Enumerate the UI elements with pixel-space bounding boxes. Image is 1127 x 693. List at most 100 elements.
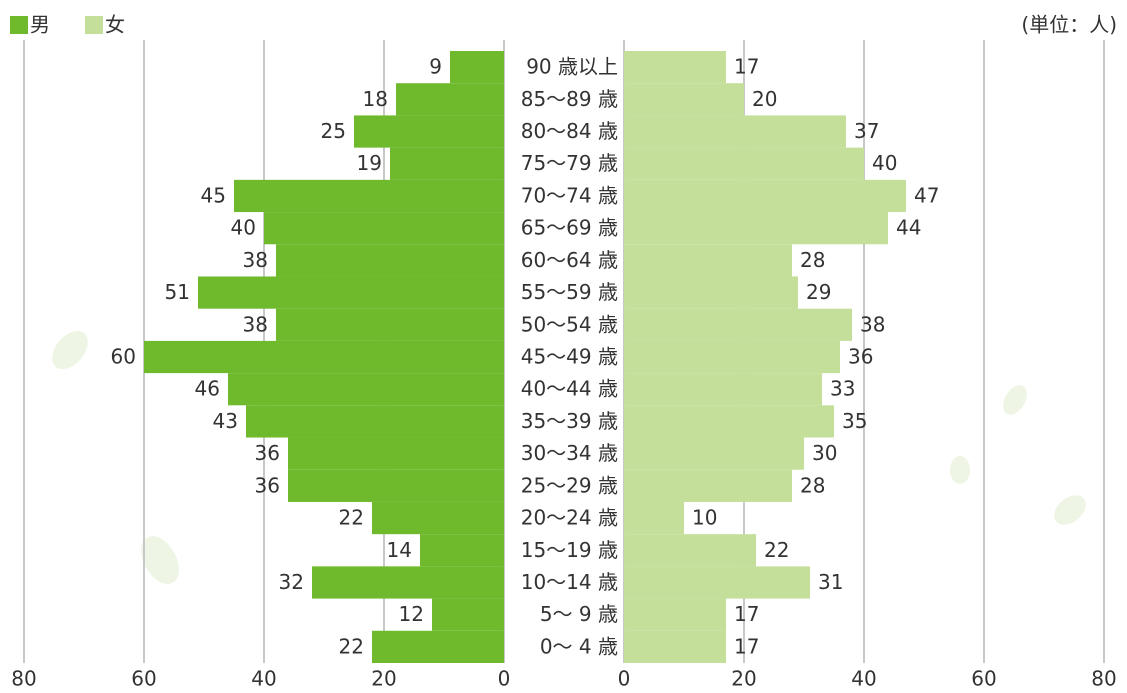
x-tick-label: 0 bbox=[618, 667, 631, 691]
category-label: 30～34 歳 bbox=[521, 441, 618, 465]
value-label: 38 bbox=[860, 312, 885, 336]
value-label: 60 bbox=[111, 345, 136, 369]
bar bbox=[228, 373, 504, 406]
bar bbox=[234, 179, 504, 213]
value-label: 40 bbox=[231, 216, 256, 240]
x-tick-label: 60 bbox=[131, 667, 156, 691]
bar bbox=[624, 566, 810, 599]
value-label: 35 bbox=[842, 409, 867, 433]
category-label: 35～39 歳 bbox=[521, 409, 618, 433]
background-leaves bbox=[52, 330, 1086, 584]
category-label: 10～14 歳 bbox=[521, 570, 618, 594]
value-label: 29 bbox=[806, 280, 831, 304]
bar bbox=[354, 115, 504, 148]
value-label: 38 bbox=[243, 248, 268, 272]
value-label: 36 bbox=[255, 473, 280, 497]
bar bbox=[624, 405, 834, 438]
category-label: 90 歳以上 bbox=[526, 55, 618, 79]
value-label: 33 bbox=[830, 377, 855, 401]
legend-swatch bbox=[10, 16, 28, 34]
value-label: 28 bbox=[800, 473, 825, 497]
bar bbox=[450, 51, 504, 84]
value-label: 10 bbox=[692, 506, 717, 530]
value-label: 20 bbox=[752, 87, 777, 111]
category-label: 5～ 9 歳 bbox=[540, 602, 618, 626]
category-label: 40～44 歳 bbox=[521, 377, 618, 401]
bar bbox=[372, 630, 504, 663]
category-label: 80～84 歳 bbox=[521, 119, 618, 143]
category-label: 55～59 歳 bbox=[521, 280, 618, 304]
bar bbox=[276, 308, 504, 341]
bar bbox=[624, 501, 684, 535]
value-label: 44 bbox=[896, 216, 921, 240]
value-label: 18 bbox=[363, 87, 388, 111]
value-label: 14 bbox=[387, 538, 412, 562]
bar bbox=[624, 147, 864, 180]
category-label: 25～29 歳 bbox=[521, 473, 618, 497]
bar bbox=[624, 630, 726, 663]
bar bbox=[432, 598, 504, 631]
bar bbox=[288, 469, 504, 502]
value-label: 43 bbox=[213, 409, 238, 433]
unit-note: (単位：人) bbox=[1021, 13, 1117, 37]
value-label: 17 bbox=[734, 55, 759, 79]
value-label: 40 bbox=[872, 151, 897, 175]
value-label: 38 bbox=[243, 312, 268, 336]
bar bbox=[390, 147, 504, 180]
bar bbox=[396, 83, 504, 116]
bar bbox=[624, 598, 726, 631]
bar bbox=[624, 308, 852, 341]
x-tick-label: 80 bbox=[11, 667, 36, 691]
bar bbox=[624, 51, 726, 84]
value-label: 31 bbox=[818, 570, 843, 594]
value-label: 17 bbox=[734, 602, 759, 626]
category-label: 20～24 歳 bbox=[521, 506, 618, 530]
category-label: 85～89 歳 bbox=[521, 87, 618, 111]
value-label: 32 bbox=[279, 570, 304, 594]
value-label: 22 bbox=[339, 506, 364, 530]
bar bbox=[312, 566, 504, 599]
bar bbox=[264, 212, 504, 245]
value-label: 28 bbox=[800, 248, 825, 272]
bar bbox=[624, 212, 888, 245]
category-label: 15～19 歳 bbox=[521, 538, 618, 562]
value-label: 45 bbox=[201, 183, 226, 207]
bar bbox=[624, 179, 906, 213]
bar bbox=[246, 405, 504, 438]
value-label: 37 bbox=[854, 119, 879, 143]
value-label: 30 bbox=[812, 441, 837, 465]
x-tick-label: 20 bbox=[731, 667, 756, 691]
bar bbox=[624, 469, 792, 502]
value-label: 22 bbox=[339, 634, 364, 658]
value-label: 9 bbox=[429, 55, 442, 79]
bar bbox=[624, 340, 840, 374]
bar bbox=[198, 276, 504, 309]
bar bbox=[624, 276, 798, 309]
value-label: 19 bbox=[357, 151, 382, 175]
category-label: 70～74 歳 bbox=[521, 183, 618, 207]
value-label: 12 bbox=[399, 602, 424, 626]
bar bbox=[624, 437, 804, 470]
value-label: 36 bbox=[255, 441, 280, 465]
x-tick-label: 60 bbox=[971, 667, 996, 691]
category-label: 75～79 歳 bbox=[521, 151, 618, 175]
category-label: 45～49 歳 bbox=[521, 345, 618, 369]
bar bbox=[276, 244, 504, 277]
value-label: 36 bbox=[848, 345, 873, 369]
value-label: 17 bbox=[734, 634, 759, 658]
category-label: 60～64 歳 bbox=[521, 248, 618, 272]
legend-label: 女 bbox=[105, 13, 125, 37]
x-tick-label: 40 bbox=[851, 667, 876, 691]
value-label: 51 bbox=[165, 280, 190, 304]
value-label: 47 bbox=[914, 183, 939, 207]
bar bbox=[420, 534, 504, 567]
value-label: 22 bbox=[764, 538, 789, 562]
x-tick-label: 40 bbox=[251, 667, 276, 691]
legend-swatch bbox=[85, 16, 103, 34]
x-tick-label: 0 bbox=[498, 667, 511, 691]
bar bbox=[624, 534, 756, 567]
category-label: 65～69 歳 bbox=[521, 216, 618, 240]
x-tick-label: 20 bbox=[371, 667, 396, 691]
bar bbox=[624, 83, 744, 116]
